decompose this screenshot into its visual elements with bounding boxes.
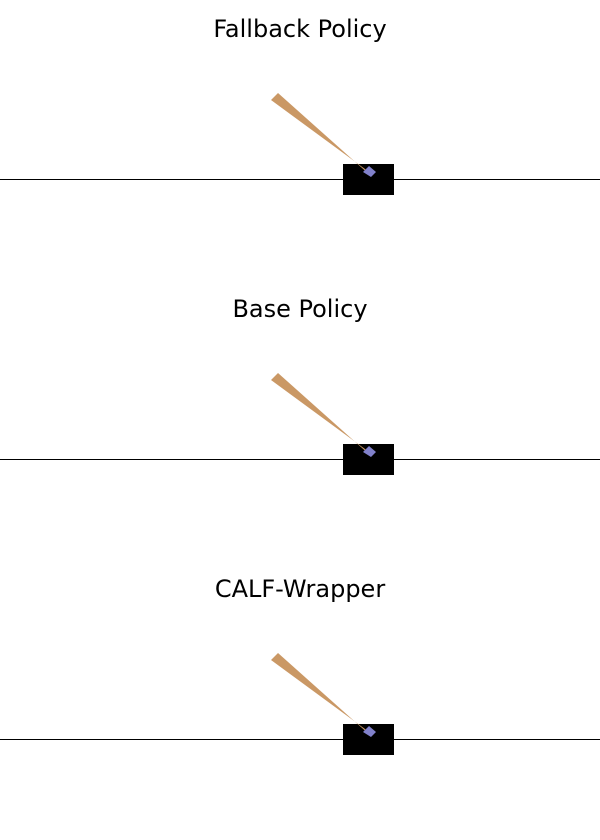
panel-title: Fallback Policy	[213, 15, 387, 43]
cartpole-scene	[0, 373, 600, 475]
panel-title: Base Policy	[232, 295, 368, 323]
pole	[271, 373, 371, 456]
axle	[363, 446, 376, 457]
cartpole-panel-fallback: Fallback Policy	[0, 0, 600, 280]
axle	[363, 726, 376, 737]
cartpole-panel-base: Base Policy	[0, 280, 600, 560]
panel-title: CALF-Wrapper	[214, 575, 386, 603]
cartpole-scene	[0, 93, 600, 195]
pole	[271, 93, 371, 176]
axle	[363, 166, 376, 177]
cartpole-panel-calf: CALF-Wrapper	[0, 560, 600, 840]
pole	[271, 653, 371, 736]
cartpole-scene	[0, 653, 600, 755]
